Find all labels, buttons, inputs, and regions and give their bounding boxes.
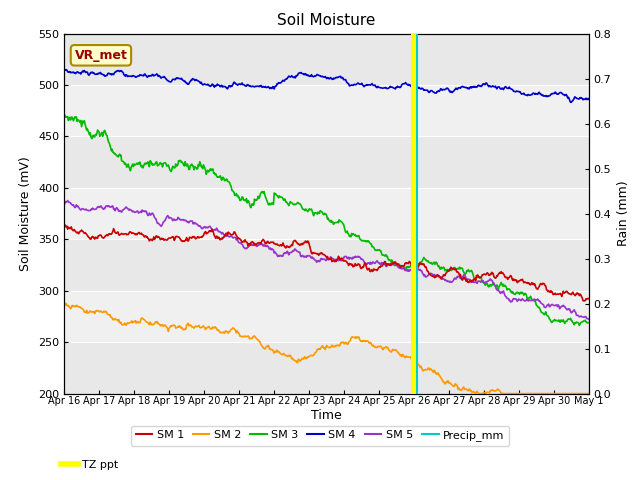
Bar [64,85,589,136]
Bar [64,342,589,394]
SM 4 [566,99,574,105]
SM 4 [61,66,68,72]
SM 1 [205,229,212,235]
SM 2 [406,355,414,360]
SM 5 [391,261,399,266]
SM 4 [406,82,414,88]
SM 5 [64,198,72,204]
Text: VR_met: VR_met [74,49,127,62]
SM 2 [475,391,483,396]
Bar [64,240,589,291]
SM 1 [390,259,397,265]
SM 5 [585,316,593,322]
SM 2 [205,324,213,330]
SM 4 [60,67,68,72]
SM 2 [585,391,593,396]
Legend: SM 1, SM 2, SM 3, SM 4, SM 5, Precip_mm: SM 1, SM 2, SM 3, SM 4, SM 5, Precip_mm [131,426,509,445]
SM 5 [70,204,78,210]
SM 4 [205,83,213,89]
SM 2 [178,324,186,330]
SM 3 [205,168,213,174]
SM 3 [585,320,593,325]
SM 1 [70,228,77,234]
SM 4 [70,70,78,76]
Line: SM 1: SM 1 [64,224,589,301]
SM 3 [178,158,186,164]
SM 3 [61,112,68,118]
SM 5 [60,201,68,206]
SM 1 [580,298,588,304]
Bar [64,136,589,188]
SM 5 [406,267,414,273]
SM 4 [124,73,132,79]
SM 3 [575,323,583,328]
SM 1 [177,237,184,242]
Title: Soil Moisture: Soil Moisture [277,13,376,28]
SM 4 [585,96,593,102]
SM 1 [585,296,593,301]
SM 2 [60,300,68,306]
SM 1 [60,221,68,227]
Y-axis label: Soil Moisture (mV): Soil Moisture (mV) [19,156,33,271]
SM 3 [391,263,399,268]
SM 1 [405,259,413,264]
SM 4 [178,75,186,81]
Line: SM 5: SM 5 [64,201,589,319]
SM 5 [124,206,132,212]
Legend: TZ ppt: TZ ppt [57,456,123,474]
Bar [411,34,417,394]
Line: SM 2: SM 2 [64,303,589,394]
SM 5 [205,224,213,229]
Line: SM 4: SM 4 [64,69,589,102]
SM 2 [391,347,399,353]
SM 3 [70,115,78,121]
SM 4 [391,85,399,91]
Y-axis label: Rain (mm): Rain (mm) [617,181,630,246]
SM 1 [124,231,131,237]
SM 5 [178,217,186,223]
SM 3 [60,115,68,121]
Bar [64,188,589,240]
SM 3 [406,264,414,270]
Bar [64,34,589,85]
Line: SM 3: SM 3 [64,115,589,325]
Bar [64,291,589,342]
SM 2 [124,321,132,326]
SM 2 [61,300,68,306]
SM 3 [124,161,132,167]
X-axis label: Time: Time [311,409,342,422]
SM 2 [70,303,78,309]
